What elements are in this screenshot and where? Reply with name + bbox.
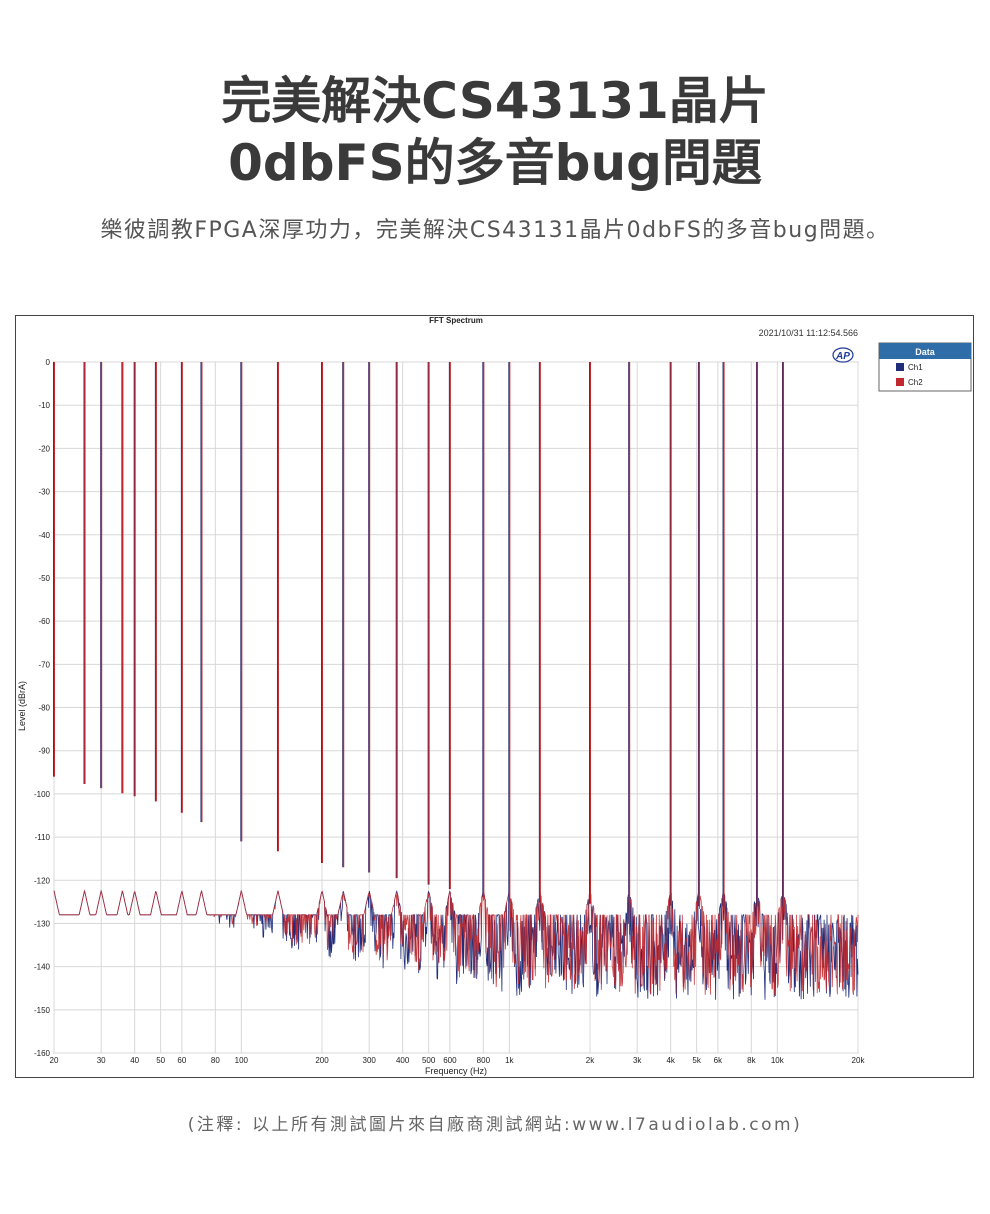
y-tick-label: -30 bbox=[38, 488, 50, 497]
x-tick-label: 2k bbox=[586, 1056, 595, 1065]
axes: 20 30 40 50 60 80 100 200 300 400 500 600 800 1k 2k 3k 4… bbox=[34, 358, 865, 1065]
chart-timestamp: 2021/10/31 11:12:54.566 bbox=[759, 328, 858, 338]
x-axis-label: Frequency (Hz) bbox=[425, 1066, 487, 1076]
y-tick-label: -140 bbox=[34, 963, 51, 972]
y-tick-label: -100 bbox=[34, 790, 51, 799]
fft-chart-frame: FFT Spectrum 2021/10/31 11:12:54.566 20 3… bbox=[15, 315, 974, 1078]
x-tick-label: 600 bbox=[443, 1056, 457, 1065]
y-tick-label: -130 bbox=[34, 919, 51, 928]
subtitle: 樂彼調教FPGA深厚功力，完美解決CS43131晶片0dbFS的多音bug問題。 bbox=[100, 218, 890, 243]
x-tick-label: 300 bbox=[363, 1056, 377, 1065]
x-tick-label: 80 bbox=[211, 1056, 220, 1065]
x-tick-label: 40 bbox=[130, 1056, 139, 1065]
x-tick-label: 3k bbox=[633, 1056, 642, 1065]
fft-spectrum-chart: FFT Spectrum 2021/10/31 11:12:54.566 20 3… bbox=[17, 316, 972, 1076]
tone-peaks bbox=[53, 362, 785, 907]
x-tick-label: 6k bbox=[714, 1056, 723, 1065]
y-tick-label: -150 bbox=[34, 1006, 51, 1015]
x-tick-label: 8k bbox=[747, 1056, 756, 1065]
y-tick-label: -60 bbox=[38, 617, 50, 626]
x-tick-label: 1k bbox=[505, 1056, 514, 1065]
x-tick-label: 20k bbox=[852, 1056, 866, 1065]
legend-title: Data bbox=[915, 347, 936, 357]
legend-swatch-ch1 bbox=[896, 363, 904, 371]
y-tick-label: -80 bbox=[38, 704, 50, 713]
legend: Data Ch1 Ch2 bbox=[878, 342, 972, 392]
y-tick-label: -70 bbox=[38, 660, 50, 669]
x-tick-label: 5k bbox=[692, 1056, 701, 1065]
ap-logo: AP bbox=[832, 347, 854, 363]
x-tick-label: 800 bbox=[477, 1056, 491, 1065]
legend-swatch-ch2 bbox=[896, 378, 904, 386]
x-tick-label: 100 bbox=[235, 1056, 249, 1065]
x-tick-label: 60 bbox=[177, 1056, 186, 1065]
y-tick-label: -10 bbox=[38, 401, 50, 410]
x-tick-label: 200 bbox=[315, 1056, 329, 1065]
x-tick-label: 500 bbox=[422, 1056, 436, 1065]
footnote: (注釋: 以上所有測試圖片來自廠商測試網站:www.l7audiolab.com… bbox=[187, 1115, 803, 1135]
headline-line-2: 0dbFS的多音bug問題 bbox=[228, 134, 762, 192]
x-tick-label: 400 bbox=[396, 1056, 410, 1065]
chart-title: FFT Spectrum bbox=[429, 316, 483, 325]
x-tick-label: 10k bbox=[771, 1056, 785, 1065]
x-tick-label: 50 bbox=[156, 1056, 165, 1065]
y-tick-label: 0 bbox=[46, 358, 51, 367]
x-tick-label: 30 bbox=[97, 1056, 106, 1065]
y-tick-label: -120 bbox=[34, 876, 51, 885]
x-tick-label: 4k bbox=[666, 1056, 675, 1065]
y-tick-label: -160 bbox=[34, 1049, 51, 1058]
legend-label-ch2: Ch2 bbox=[908, 378, 923, 387]
y-tick-label: -110 bbox=[35, 833, 51, 842]
y-tick-label: -20 bbox=[38, 444, 50, 453]
x-tick-label: 20 bbox=[50, 1056, 59, 1065]
y-tick-label: -50 bbox=[38, 574, 50, 583]
y-tick-label: -40 bbox=[38, 531, 50, 540]
y-axis-label: Level (dBrA) bbox=[17, 681, 27, 731]
ap-logo-text: AP bbox=[835, 351, 850, 362]
y-tick-label: -90 bbox=[38, 747, 50, 756]
headline-line-1: 完美解決CS43131晶片 bbox=[221, 72, 769, 130]
legend-label-ch1: Ch1 bbox=[908, 363, 923, 372]
